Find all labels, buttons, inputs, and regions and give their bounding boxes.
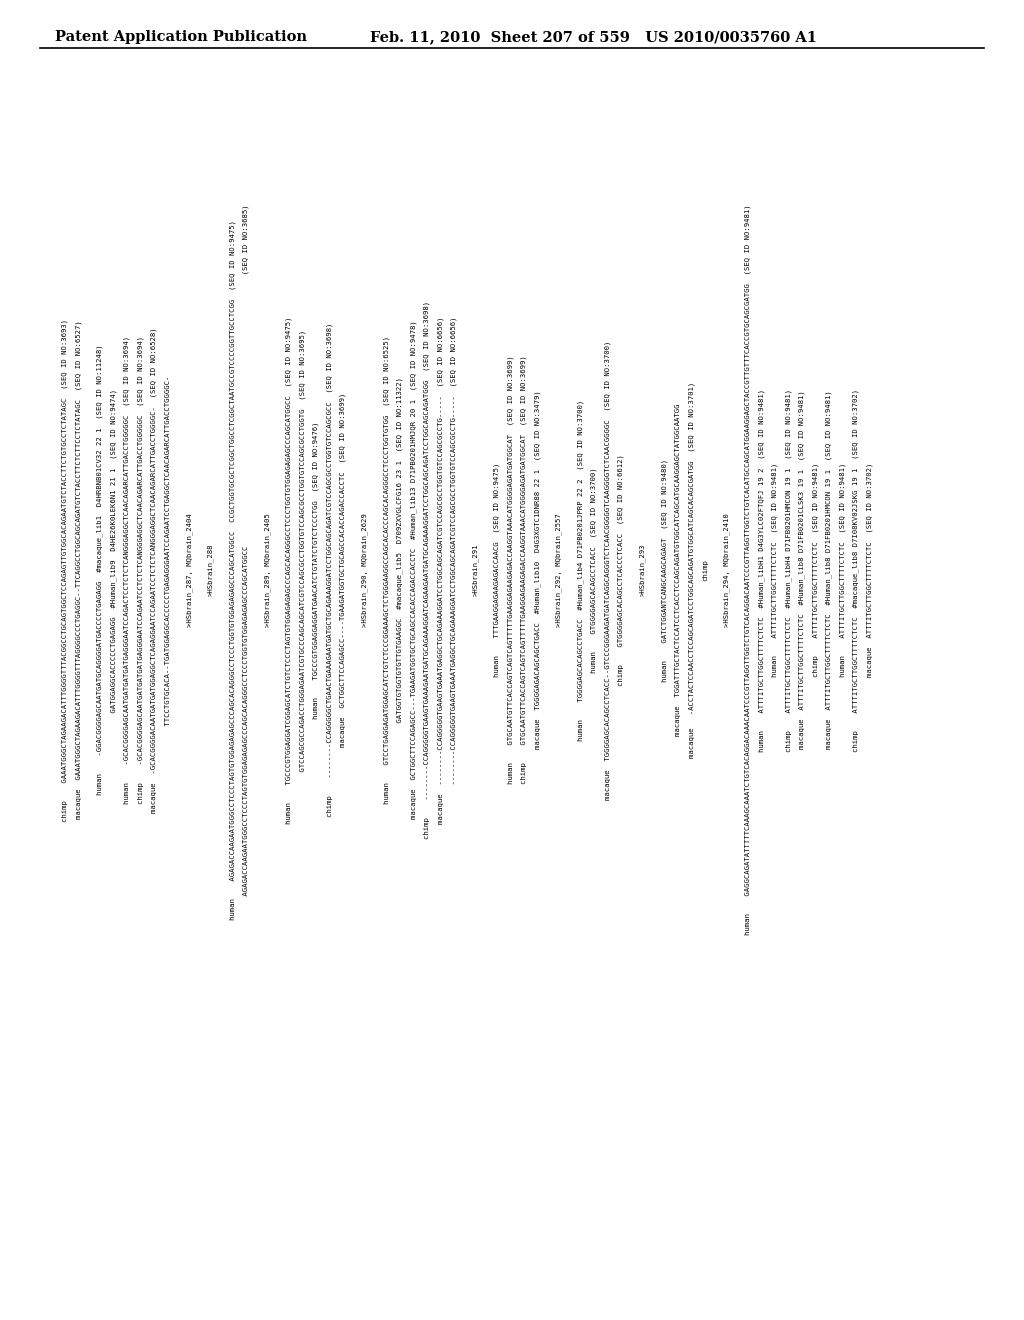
Text: chimp    GAAATGGGCTAGAAGACATTTGGGGTTTACGGCCTGCAGTGGCTCCAGAGTTGTGGCACAGAATGTCTACC: chimp GAAATGGGCTAGAAGACATTTGGGGTTTACGGCC… — [61, 318, 69, 821]
Text: chimp    -GCACGGGGAGCAATGATGATGATGAGGGAATCCAGAATCCTCTCTCANGGGAGGCTCAACAGARCATTGA: chimp -GCACGGGGAGCAATGATGATGATGAGGGAATCC… — [137, 335, 143, 804]
Text: macaque  TGGGGAGACAGCAGCTGACC  #Human_lib10  D4G3XGTC1DNR88 22 1  (SEQ ID NO:347: macaque TGGGGAGACAGCAGCTGACC #Human_lib1… — [535, 391, 541, 750]
Text: chimp    ATTTITGCTTGGCTTTTCTCTC  #Human_libH4 D71FB0201HMCON 19 1  (SEQ ID NO:94: chimp ATTTITGCTTGGCTTTTCTCTC #Human_libH… — [785, 388, 792, 751]
Text: chimp    ATTTITGCTTGGCTTTTCTCTC  #macaque_lib8 D7I08KV02JSKG 19 1  (SEQ ID NO:37: chimp ATTTITGCTTGGCTTTTCTCTC #macaque_li… — [853, 388, 859, 751]
Text: AGAGACCAAGAATGGGCCTCCCTAGTGTGGAGAGAGCCCAGCACAGGGCCTCCCTGGTGTGGAGAGAGCCCAGCATGGCC: AGAGACCAAGAATGGGCCTCCCTAGTGTGGAGAGAGCCCA… — [243, 205, 249, 936]
Text: >HSbrain_291: >HSbrain_291 — [472, 544, 479, 597]
Text: macaque  ATTTITGCTTGGCTTTTCTCTC  #Human_lib8 D71FB0201HMCON 19 1  (SEQ ID NO:948: macaque ATTTITGCTTGGCTTTTCTCTC #Human_li… — [825, 391, 833, 750]
Text: human    GATCTGGANTCANGCAAGCAGAGT  (SEQ ID NO:9480): human GATCTGGANTCANGCAAGCAGAGT (SEQ ID N… — [662, 458, 668, 681]
Text: human    AGAGACCAAGAATGGGCCTCCCTAGTGTGGAGAGAGCCCAGCACAGGGCCTCCCTGGTGTGGAGAGAGCCC: human AGAGACCAAGAATGGGCCTCCCTAGTGTGGAGAG… — [229, 220, 236, 920]
Text: human    TGGGGAGCACAGCCTGACC  #Human_lib4 D71PB0201JPRP 22 2  (SEQ ID NO:3700): human TGGGGAGCACAGCCTGACC #Human_lib4 D7… — [578, 400, 584, 741]
Text: Patent Application Publication: Patent Application Publication — [55, 30, 307, 44]
Text: macaque   -ACCTACTCCAACCTCCAGCAGATCCTGGCAGCAGATGTGGCATCAGCACAGCGATGG  (SEQ ID NO: macaque -ACCTACTCCAACCTCCAGCAGATCCTGGCAG… — [688, 381, 694, 758]
Text: macaque  ATTTITGCTTGGCTTTTCTCTC  (SEQ ID NO:3702): macaque ATTTITGCTTGGCTTTTCTCTC (SEQ ID N… — [866, 463, 872, 677]
Text: human    TGCCCGTGGAGGAGGATGAACATCTGTATCTGTCTCCCTGG  (SEQ ID NO:9476): human TGCCCGTGGAGGAGGATGAACATCTGTATCTGTC… — [313, 421, 319, 719]
Text: human    GTCCTGAGGAGATGGAGCATCTGTCTCCCGGAAAGCTCTGGGAAGGCCAGCACACCCAGCACAGGGCCTCC: human GTCCTGAGGAGATGGAGCATCTGTCTCCCGGAAA… — [383, 335, 389, 804]
Text: macaque  ATTTITGCTTGGCTTTTCTCTC  #Human_lib8 D71FB0201CLSK3 19 1  (SEQ ID NO:948: macaque ATTTITGCTTGGCTTTTCTCTC #Human_li… — [799, 391, 806, 750]
Text: >HSbrain_288: >HSbrain_288 — [208, 544, 214, 597]
Text: >HSbrain_294, MQbrain_2410: >HSbrain_294, MQbrain_2410 — [723, 513, 730, 627]
Text: chimp    --------CCAGGGGGCTGAACTGAAAGAATGATGCTGCAGAAAGGATCCTGGCAGCAGATCGTCCAGCGC: chimp --------CCAGGGGGCTGAACTGAAAGAATGAT… — [327, 323, 333, 817]
Text: GATGGTGTGGTGTGTTGTGAAGGC  #macaque_lib5  D709ZXVGLCFG16 23 1  (SEQ ID NO:11322): GATGGTGTGGTGTGTTGTGAAGGC #macaque_lib5 D… — [396, 378, 403, 763]
Text: chimp    ATTTITGCTTGGCTTTTCTCTC  (SEQ ID NO:9481): chimp ATTTITGCTTGGCTTTTCTCTC (SEQ ID NO:… — [812, 463, 819, 677]
Text: >HSbrain_292, MQbrain_2557: >HSbrain_292, MQbrain_2557 — [556, 513, 562, 627]
Text: human    -GGACGGGGAGCAATGATGCAGGGGATGACCCCTGAGAGG  #macaque_lib1  D4HRBNB01CV32 : human -GGACGGGGAGCAATGATGCAGGGGATGACCCCT… — [97, 345, 103, 796]
Text: chimp    --------CCAGGGGGTGAAGTGAAAGAATGATGCAGAAAGGATCAGAAGAATGATGCAGAAAGGATCCTG: chimp --------CCAGGGGGTGAAGTGAAAGAATGATG… — [424, 301, 430, 840]
Text: GATGGAGGCACCCCCTGAGAGG  #Human_lib9  D4HE26K0LEK6N1 21 1  (SEQ ID NO:9474): GATGGAGGCACCCCCTGAGAGG #Human_lib9 D4HE2… — [111, 388, 117, 751]
Text: human    GAGGCAGATATTTTTCAAAGCAAATCTGTCACAGGACAAACAATCCCGTTAGGTTGGTCTGTCACAGGACA: human GAGGCAGATATTTTTCAAAGCAAATCTGTCACAG… — [744, 205, 752, 936]
Text: >HSbrain_290, MQbrain_2629: >HSbrain_290, MQbrain_2629 — [361, 513, 368, 627]
Text: macaque  --------CCAGGGGGTGAAGTGAAATGAGGCTGCAGAAAGGATCCTGGCAGCAGATCGTCCAGCGCCTGG: macaque --------CCAGGGGGTGAAGTGAAATGAGGC… — [437, 317, 443, 824]
Text: --------CCAGGGGGTGAAGTGAAATGAGGCTGCAGAAAGGATCCTGGCAGCAGATCGTCCAGCGCCTGGTGTCCAGCG: --------CCAGGGGGTGAAGTGAAATGAGGCTGCAGAAA… — [451, 317, 457, 824]
Text: chimp    GTGCAATGTTCACCAGTCAGTCAGTTTTTGAAGGAGAAGAGACCAAGGTAAACATGGGGAGATGATGGCAT: chimp GTGCAATGTTCACCAGTCAGTCAGTTTTTGAAGG… — [521, 355, 527, 784]
Text: macaque  GCTGGCTTCCAGAGCC----TGAAGATGGTGCTGCAGCCACACCAGACCACCTC  (SEQ ID NO:3699: macaque GCTGGCTTCCAGAGCC----TGAAGATGGTGC… — [340, 393, 346, 747]
Text: macaque  -GCACGGGGACAATGATGATGGAGGCTCAGAGGAATCCAGAATCCTCTCTCANGGGAGGCTCAACAGARCA: macaque -GCACGGGGACAATGATGATGGAGGCTCAGAG… — [151, 327, 158, 813]
Text: >HSbrain_289, MQbrain_2405: >HSbrain_289, MQbrain_2405 — [264, 513, 270, 627]
Text: chimp    GTGGGGAGCACAGCCTCACCCTCACC  (SEQ ID NO:6612): chimp GTGGGGAGCACAGCCTCACCCTCACC (SEQ ID… — [617, 454, 625, 686]
Text: human    -GCACGGGGAGCAATGATGATGATGAGGGAATCCAGACTCCTCTCTCANGGGAGGCTCAACAGARCATTGA: human -GCACGGGGAGCAATGATGATGATGAGGGAATCC… — [124, 335, 130, 804]
Text: human    ATTTITGCTTGGCTTTTCTCTC  (SEQ ID NO:9481): human ATTTITGCTTGGCTTTTCTCTC (SEQ ID NO:… — [772, 463, 778, 677]
Text: human    TGCCCGTGGAGGATCGGAGCATCTGTCTCCCTAGTGTGGAGAGAGCCCAGCACAGGGCCTCCCTGGTGTGG: human TGCCCGTGGAGGATCGGAGCATCTGTCTCCCTAG… — [286, 317, 292, 824]
Text: human    ATTTITGCTTGGCTTTTCTCTC  (SEQ ID NO:9481): human ATTTITGCTTGGCTTTTCTCTC (SEQ ID NO:… — [840, 463, 846, 677]
Text: GTCCAGCGCCAGACCTGGGAGAATCGTGCCCAGCAGCATCGTCCAGCGCCTGGTGTCCAGCGCCTGGTGTCCAGCGCCTG: GTCCAGCGCCAGACCTGGGAGAATCGTGCCCAGCAGCATC… — [299, 330, 306, 810]
Text: macaque  TGGATTTGCTACTCCATCCTCACCTCCAGCAGATGTGGCATCAGCATGCAAGGAGCTATGGCAATGG: macaque TGGATTTGCTACTCCATCCTCACCTCCAGCAG… — [675, 404, 681, 737]
Text: human    GTGGGGAGCACAGCCTCACC  (SEQ ID NO:3700): human GTGGGGAGCACAGCCTCACC (SEQ ID NO:37… — [591, 467, 597, 673]
Text: macaque  GAAATGGGCTAGAAGACATTTGGGGTTTAGGGGCCCTGAGGC--TTCAGGCCTGGCAGCAGATGTCTACCT: macaque GAAATGGGCTAGAAGACATTTGGGGTTTAGGG… — [75, 321, 82, 820]
Text: Feb. 11, 2010  Sheet 207 of 559   US 2010/0035760 A1: Feb. 11, 2010 Sheet 207 of 559 US 2010/0… — [370, 30, 817, 44]
Text: TTCCTGTGCACA--TGATGGAGGCACCCCCTGAGAGGGAATCCAGAATCCTGAGGCTCAACAGARCATTGACCTGGGGC-: TTCCTGTGCACA--TGATGGAGGCACCCCCTGAGAGGGAA… — [165, 375, 171, 764]
Text: human    ATTTITGCTTGGCTTTTCTCTC  #Human_libH1 D4G3YLC02FTQFJ 19 2  (SEQ ID NO:94: human ATTTITGCTTGGCTTTTCTCTC #Human_libH… — [759, 388, 765, 751]
Text: human    GTGCAATGTTCACCAGTCAGTCAGTTTTTGAAGGAGAAGAGACCAAGGTAAACATGGGGAGATGATGGCAT: human GTGCAATGTTCACCAGTCAGTCAGTTTTTGAAGG… — [507, 355, 514, 784]
Text: macaque  TGGGGAGCACAGCCTCACC--GTCCCGGGAAGATGATCAGGCAGGGTCTCAACGGGGGTCAAGGGGTCTCA: macaque TGGGGAGCACAGCCTCACC--GTCCCGGGAAG… — [604, 341, 611, 800]
Text: macaque  GCTGGCTTCCAGAGCC---TGAAGATGGTGCTGCAGCCACACCAGACCACCTC  #Human_lib13 D71: macaque GCTGGCTTCCAGAGCC---TGAAGATGGTGCT… — [410, 321, 417, 820]
Text: >HSbrain_287, MQbrain_2404: >HSbrain_287, MQbrain_2404 — [186, 513, 193, 627]
Text: >HSbrain_293: >HSbrain_293 — [639, 544, 646, 597]
Text: human    TTTGAAGGAGAAGAGACCAACG  (SEQ ID NO:9475): human TTTGAAGGAGAAGAGACCAACG (SEQ ID NO:… — [494, 463, 501, 677]
Text: chimp: chimp — [701, 560, 708, 581]
